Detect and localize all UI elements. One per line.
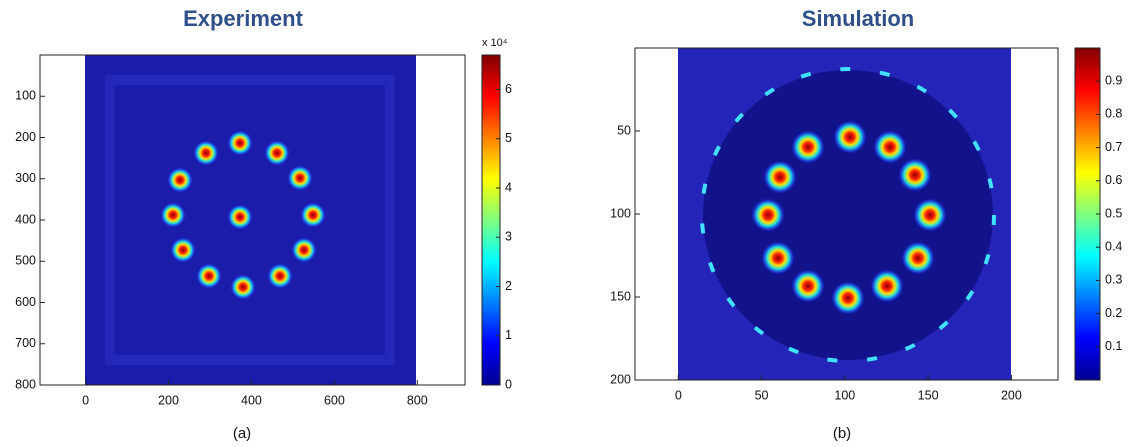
spot <box>901 241 935 275</box>
spot <box>870 269 904 303</box>
y-tick-label: 700 <box>15 336 36 350</box>
spot <box>763 160 797 194</box>
chart-title: Simulation <box>802 6 914 31</box>
y-tick-label: 100 <box>15 89 36 103</box>
y-tick-label: 500 <box>15 254 36 268</box>
spot <box>193 140 219 166</box>
spot <box>873 130 907 164</box>
y-tick-label: 150 <box>610 289 631 303</box>
spot <box>267 263 293 289</box>
colorbar-tick-label: 0.3 <box>1105 273 1122 287</box>
spot <box>287 165 313 191</box>
heatmap-image-b <box>678 48 1011 380</box>
spot <box>791 269 825 303</box>
spot <box>831 281 865 315</box>
spot <box>913 198 947 232</box>
colorbar <box>481 54 501 386</box>
spot <box>761 241 795 275</box>
chart-title: Experiment <box>183 6 303 31</box>
spot <box>160 202 186 228</box>
spot <box>291 237 317 263</box>
spot <box>264 140 290 166</box>
y-tick-label: 600 <box>15 295 36 309</box>
heatmap-image-a <box>85 55 416 385</box>
colorbar-tick-label: 4 <box>505 180 512 194</box>
colorbar-tick-label: 3 <box>505 230 512 244</box>
spot <box>833 120 867 154</box>
x-tick-label: 50 <box>755 388 769 402</box>
colorbar-tick-label: 0.2 <box>1105 306 1122 320</box>
y-tick-label: 200 <box>15 130 36 144</box>
x-tick-label: 0 <box>675 388 682 402</box>
colorbar-tick-label: 0.8 <box>1105 107 1122 121</box>
x-tick-label: 150 <box>918 388 939 402</box>
caption: (a) <box>233 425 251 442</box>
colorbar-tick-label: 2 <box>505 279 512 293</box>
x-tick-label: 0 <box>82 393 89 407</box>
colorbar-tick-label: 0.9 <box>1105 73 1122 87</box>
spot <box>791 130 825 164</box>
x-tick-label: 400 <box>241 393 262 407</box>
x-tick-label: 200 <box>158 393 179 407</box>
spot <box>227 204 253 230</box>
spot <box>230 274 256 300</box>
colorbar-tick-label: 0.1 <box>1105 339 1122 353</box>
colorbar-tick-label: 6 <box>505 82 512 96</box>
colorbar-scale-label: x 10⁴ <box>482 37 508 49</box>
colorbar-tick-label: 5 <box>505 131 512 145</box>
spot <box>898 158 932 192</box>
x-tick-label: 600 <box>324 393 345 407</box>
colorbar-tick-label: 0.7 <box>1105 140 1122 154</box>
colorbar-tick-label: 0.4 <box>1105 239 1122 253</box>
spot <box>170 237 196 263</box>
colorbar <box>1074 47 1101 381</box>
y-tick-label: 300 <box>15 171 36 185</box>
caption: (b) <box>833 425 851 442</box>
y-tick-label: 50 <box>617 123 631 137</box>
spot <box>300 202 326 228</box>
spot <box>167 167 193 193</box>
colorbar-tick-label: 1 <box>505 328 512 342</box>
spot <box>227 130 253 156</box>
x-tick-label: 100 <box>834 388 855 402</box>
y-tick-label: 200 <box>610 372 631 386</box>
spot <box>751 198 785 232</box>
x-tick-label: 800 <box>407 393 428 407</box>
colorbar-tick-label: 0.5 <box>1105 206 1122 220</box>
x-tick-label: 200 <box>1001 388 1022 402</box>
spot <box>196 263 222 289</box>
colorbar-tick-label: 0 <box>505 377 512 391</box>
y-tick-label: 400 <box>15 212 36 226</box>
y-tick-label: 100 <box>610 206 631 220</box>
y-tick-label: 800 <box>15 377 36 391</box>
colorbar-tick-label: 0.6 <box>1105 173 1122 187</box>
